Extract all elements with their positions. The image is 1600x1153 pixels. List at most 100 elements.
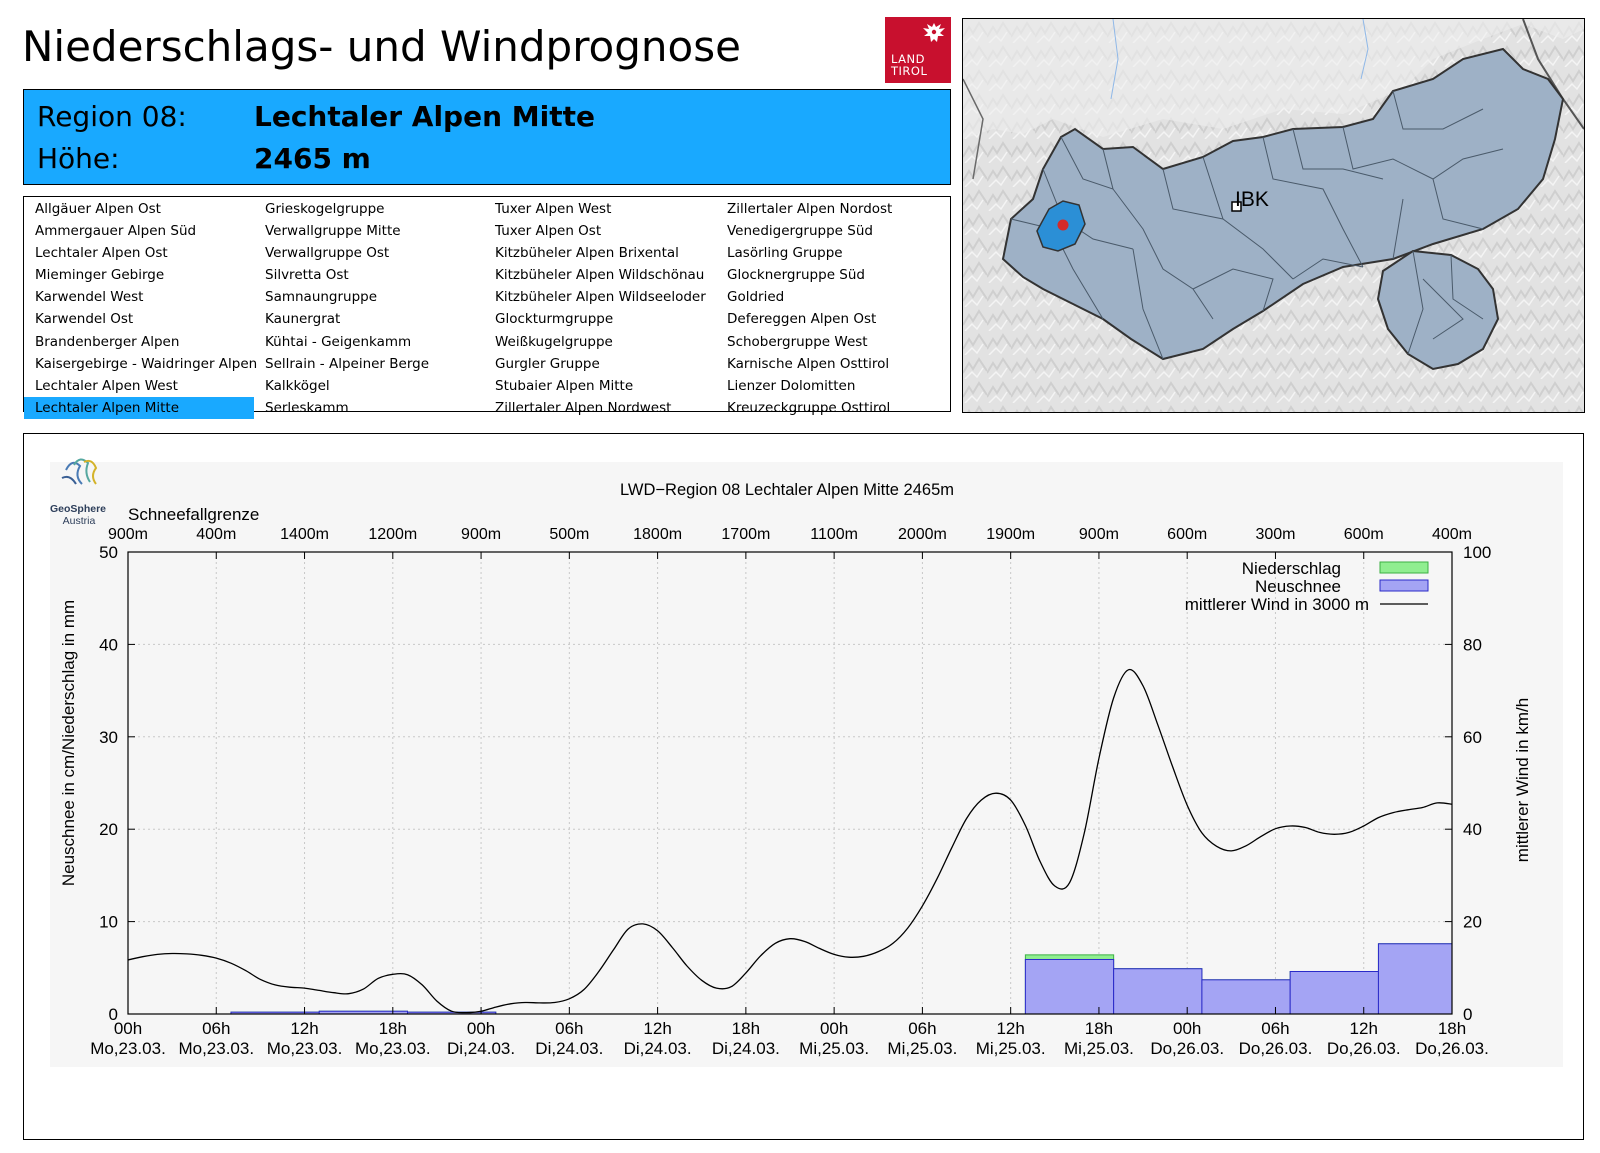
y-axis-right: 0 20 40 60 80 100 [1445, 543, 1491, 1024]
geosphere-logo: GeoSphere Austria [50, 458, 106, 527]
region-label: Region 08: [37, 100, 187, 133]
region-list-item[interactable]: Schobergruppe West [727, 333, 868, 350]
y-axis-left-label: Neuschnee in cm/Niederschlag in mm [59, 600, 78, 886]
snowline-label: 1900m [986, 526, 1035, 543]
snowline-label: 500m [549, 526, 589, 543]
x-tick-label-time: 00h [467, 1019, 495, 1038]
region-list-item[interactable]: Karwendel Ost [35, 311, 134, 328]
region-list-item[interactable]: Gurgler Gruppe [495, 355, 600, 372]
page-title: Niederschlags- und Windprognose [22, 22, 741, 71]
region-list: Allgäuer Alpen Ost Ammergauer Alpen Süd Le… [23, 196, 951, 419]
map-border-line [1522, 19, 1584, 130]
region-list-item[interactable]: Kalkkögel [265, 377, 330, 394]
height-value: 2465 m [254, 142, 371, 175]
x-tick-label-time: 00h [1173, 1019, 1201, 1038]
region-row: Region 08: Lechtaler Alpen Mitte [37, 100, 595, 133]
y-tick-label-left: 30 [99, 728, 118, 747]
y-tick-label-right: 20 [1463, 913, 1482, 932]
y-tick-label-right: 60 [1463, 728, 1482, 747]
x-tick-label-date: Do,26.03. [1150, 1039, 1224, 1058]
region-list-item[interactable]: Defereggen Alpen Ost [727, 311, 877, 328]
region-list-item[interactable]: Kitzbüheler Alpen Wildschönau [495, 267, 705, 284]
snowline-label: 1400m [280, 526, 329, 543]
region-list-column-2: Grieskogelgruppe Verwallgruppe Mitte Verwa… [254, 198, 484, 419]
region-list-item[interactable]: Weißkugelgruppe [495, 333, 613, 350]
snowline-label: 400m [196, 526, 236, 543]
region-list-item[interactable]: Zillertaler Alpen Nordwest [495, 399, 672, 416]
chart-grid [128, 552, 1452, 1014]
y-tick-label-left: 10 [99, 913, 118, 932]
x-tick-label-time: 06h [1261, 1019, 1289, 1038]
snow-bar [1024, 958, 1115, 1015]
map-river [1360, 19, 1369, 80]
x-tick-label-date: Di,24.03. [447, 1039, 515, 1058]
x-tick-label-date: Mi,25.03. [976, 1039, 1046, 1058]
region-list-item[interactable]: Samnaungruppe [265, 289, 378, 306]
x-tick-label-time: 18h [1438, 1019, 1466, 1038]
y-tick-label-right: 0 [1463, 1005, 1472, 1024]
legend-precip-swatch [1379, 561, 1429, 574]
region-list-item[interactable]: Zillertaler Alpen Nordost [727, 201, 893, 217]
region-list-item[interactable]: Goldried [727, 289, 785, 306]
region-list-item[interactable]: Sellrain - Alpeiner Berge [265, 355, 430, 372]
region-list-item[interactable]: Glockturmgruppe [495, 311, 614, 328]
region-list-item[interactable]: Stubaier Alpen Mitte [495, 377, 634, 394]
height-row: Höhe: 2465 m [37, 142, 371, 175]
region-list-item[interactable]: Grieskogelgruppe [265, 201, 385, 217]
region-list-item[interactable]: Ammergauer Alpen Süd [35, 223, 197, 240]
region-list-item[interactable]: Tuxer Alpen West [495, 201, 612, 217]
x-tick-label-time: 00h [114, 1019, 142, 1038]
x-tick-label-time: 06h [908, 1019, 936, 1038]
snowline-label: 600m [1167, 526, 1207, 543]
chart-background [50, 462, 1563, 1067]
region-list-item[interactable]: Tuxer Alpen Ost [495, 223, 602, 240]
snowline-label: 900m [108, 526, 148, 543]
region-list-item[interactable]: Serleskamm [265, 399, 349, 416]
region-list-item[interactable]: Karnische Alpen Osttirol [727, 355, 890, 372]
region-list-item[interactable]: Allgäuer Alpen Ost [35, 201, 161, 217]
logo-line-2: TIROL [891, 64, 928, 78]
region-list-item[interactable]: Silvretta Ost [265, 267, 349, 284]
x-tick-label-date: Mo,23.03. [178, 1039, 254, 1058]
region-list-item[interactable]: Kaisergebirge - Waidringer Alpen [35, 355, 258, 372]
innsbruck-marker-icon [1231, 201, 1242, 212]
region-list-item[interactable]: Lienzer Dolomitten [727, 377, 856, 394]
region-list-item[interactable]: Kitzbüheler Alpen Brixental [495, 245, 679, 262]
region-list-item[interactable]: Kitzbüheler Alpen Wildseeloder [495, 289, 706, 306]
region-list-item[interactable]: Glocknergruppe Süd [727, 267, 865, 284]
region-list-item[interactable]: Lechtaler Alpen West [35, 377, 178, 394]
region-list-item[interactable]: Verwallgruppe Ost [265, 245, 390, 262]
geosphere-logo-line-1: GeoSphere [50, 503, 106, 515]
region-list-item[interactable]: Venedigergruppe Süd [727, 223, 873, 240]
wind-line [127, 668, 1453, 1014]
region-list-item[interactable]: Kaunergrat [265, 311, 341, 328]
y-tick-label-right: 40 [1463, 820, 1482, 839]
region-list-item[interactable]: Karwendel West [35, 289, 144, 306]
region-info-box: Region 08: Lechtaler Alpen Mitte Höhe: 246… [23, 89, 951, 185]
snowline-label: 900m [1079, 526, 1119, 543]
region-list-item[interactable]: Mieminger Gebirge [35, 267, 165, 284]
land-tirol-logo: LAND TIROL [885, 17, 951, 83]
region-list-item[interactable]: Lechtaler Alpen Ost [35, 245, 168, 262]
x-tick-label-time: 12h [290, 1019, 318, 1038]
snowline-label: 900m [461, 526, 501, 543]
region-list-item[interactable]: Lechtaler Alpen Mitte [24, 396, 254, 419]
legend-precip-label: Niederschlag [1242, 559, 1341, 578]
region-list-column-3: Tuxer Alpen West Tuxer Alpen Ost Kitzbühel… [484, 198, 714, 419]
tirol-region-map: IBK [962, 18, 1585, 413]
height-label: Höhe: [37, 142, 120, 175]
y-axis-left: 0 10 20 30 40 50 [99, 543, 135, 1024]
map-svg: IBK [963, 19, 1584, 412]
region-list-item[interactable]: Verwallgruppe Mitte [265, 223, 401, 240]
snowline-label: 1700m [721, 526, 770, 543]
x-tick-label-date: Do,26.03. [1415, 1039, 1489, 1058]
snowline-label: 2000m [898, 526, 947, 543]
x-tick-label-time: 12h [1350, 1019, 1378, 1038]
region-list-item[interactable]: Brandenberger Alpen [35, 333, 180, 350]
region-list-item[interactable]: Kühtai - Geigenkamm [265, 333, 412, 350]
region-list-item[interactable]: Kreuzeckgruppe Osttirol [727, 399, 891, 416]
map-border-line [963, 78, 984, 180]
region-list-item[interactable]: Lasörling Gruppe [727, 245, 843, 262]
region-borders [1010, 90, 1504, 360]
